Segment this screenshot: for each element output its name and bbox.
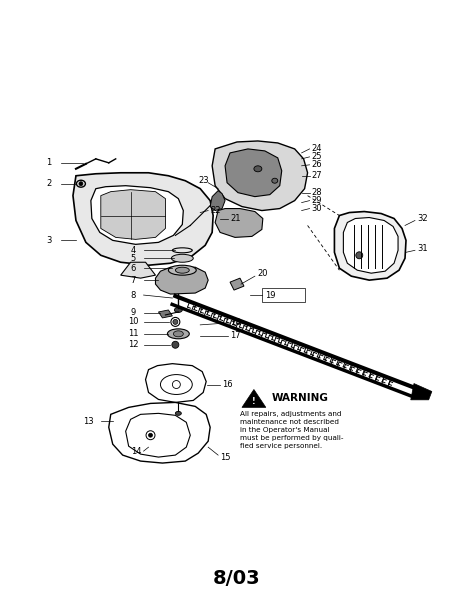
Text: 24: 24 [311, 145, 322, 153]
Text: 3: 3 [46, 236, 52, 245]
Polygon shape [121, 262, 155, 278]
Ellipse shape [148, 434, 153, 437]
Ellipse shape [79, 182, 83, 185]
Text: 13: 13 [83, 417, 93, 426]
Text: 25: 25 [311, 153, 322, 161]
Text: All repairs, adjustments and
maintenance not described
in the Operator's Manual
: All repairs, adjustments and maintenance… [240, 412, 344, 449]
Polygon shape [411, 384, 432, 400]
Text: !: ! [252, 397, 255, 406]
Ellipse shape [174, 308, 182, 313]
Ellipse shape [172, 254, 193, 262]
Polygon shape [212, 141, 308, 210]
Text: 28: 28 [311, 188, 322, 197]
Text: 27: 27 [311, 171, 322, 180]
Text: 16: 16 [222, 380, 233, 389]
Text: 23: 23 [198, 176, 209, 185]
Ellipse shape [168, 265, 196, 275]
Ellipse shape [167, 329, 189, 339]
Text: 8: 8 [131, 291, 136, 300]
Text: 21: 21 [230, 214, 240, 223]
Polygon shape [343, 218, 398, 273]
Text: 18: 18 [230, 319, 241, 327]
Text: 22: 22 [210, 206, 221, 215]
Ellipse shape [356, 252, 363, 259]
Text: 6: 6 [131, 264, 136, 273]
Polygon shape [101, 190, 165, 240]
Text: 14: 14 [131, 447, 141, 455]
Polygon shape [91, 185, 183, 244]
Ellipse shape [173, 319, 178, 325]
Text: 30: 30 [311, 204, 322, 213]
Text: 19: 19 [265, 291, 275, 300]
Polygon shape [155, 268, 208, 294]
Ellipse shape [172, 341, 179, 348]
Ellipse shape [254, 166, 262, 172]
Text: 9: 9 [131, 308, 136, 317]
Text: 11: 11 [128, 330, 138, 338]
Polygon shape [230, 278, 244, 290]
Polygon shape [210, 191, 225, 210]
Ellipse shape [173, 331, 183, 337]
Polygon shape [158, 310, 173, 318]
Text: 32: 32 [417, 214, 428, 223]
Text: 29: 29 [311, 196, 322, 205]
Text: 20: 20 [258, 269, 268, 278]
Ellipse shape [175, 412, 182, 415]
Text: 7: 7 [131, 275, 136, 285]
Text: WARNING: WARNING [272, 393, 328, 404]
Text: 2: 2 [46, 179, 51, 188]
Polygon shape [73, 173, 213, 265]
Text: 31: 31 [417, 244, 428, 253]
Text: 4: 4 [131, 246, 136, 255]
Text: 1: 1 [46, 158, 51, 167]
Polygon shape [335, 212, 406, 280]
Polygon shape [242, 390, 266, 407]
Text: 8/03: 8/03 [213, 569, 261, 588]
Polygon shape [225, 149, 282, 196]
Text: 26: 26 [311, 161, 322, 169]
Ellipse shape [272, 178, 278, 183]
Ellipse shape [175, 268, 189, 273]
Text: 10: 10 [128, 317, 138, 326]
Polygon shape [215, 209, 263, 237]
Text: 17: 17 [230, 331, 241, 340]
Text: 12: 12 [128, 340, 138, 349]
Text: 5: 5 [131, 254, 136, 263]
Text: 15: 15 [220, 452, 230, 461]
